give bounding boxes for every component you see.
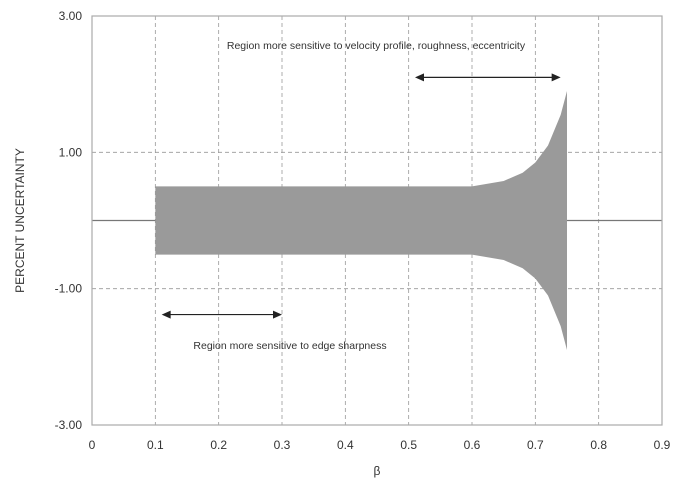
x-tick-label: 0: [89, 438, 96, 452]
x-tick-label: 0.2: [210, 438, 227, 452]
annotations: Region more sensitive to velocity profil…: [161, 40, 561, 352]
x-tick-label: 0.1: [147, 438, 164, 452]
arrowhead-right-icon: [551, 73, 561, 82]
y-tick-label: 1.00: [59, 145, 83, 159]
x-tick-labels: 0 0.1 0.2 0.3 0.4 0.5 0.6 0.7 0.8 0.9: [89, 438, 671, 452]
uncertainty-band: [155, 90, 568, 351]
arrowhead-left-icon: [415, 73, 424, 82]
x-axis-title: β: [374, 464, 381, 478]
annotation-top-text: Region more sensitive to velocity profil…: [227, 40, 526, 52]
arrowhead-right-icon: [273, 310, 282, 319]
annotation-bottom-text: Region more sensitive to edge sharpness: [193, 340, 386, 352]
x-tick-label: 0.8: [590, 438, 607, 452]
x-tick-label: 0.4: [337, 438, 354, 452]
plot-frame: [91, 15, 663, 426]
y-tick-labels: 3.00 1.00 -1.00 -3.00: [55, 9, 83, 432]
x-tick-label: 0.5: [400, 438, 417, 452]
x-tick-label: 0.9: [654, 438, 671, 452]
x-tick-label: 0.7: [527, 438, 544, 452]
arrowhead-left-icon: [161, 310, 171, 319]
y-tick-label: -3.00: [55, 418, 83, 432]
x-tick-label: 0.3: [274, 438, 291, 452]
y-tick-label: 3.00: [59, 9, 83, 23]
x-tick-label: 0.6: [464, 438, 481, 452]
y-tick-label: -1.00: [55, 282, 83, 296]
y-axis-title: PERCENT UNCERTAINTY: [13, 148, 27, 293]
